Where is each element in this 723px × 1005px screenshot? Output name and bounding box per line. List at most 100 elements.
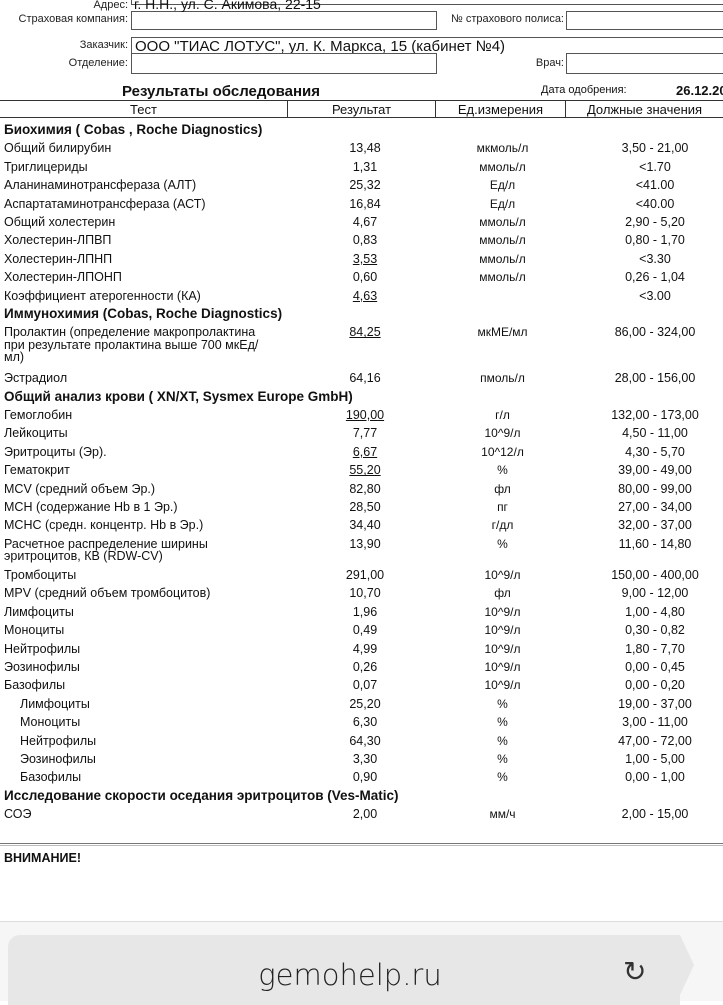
test-result: 291,00 bbox=[345, 568, 385, 583]
test-name: Эозинофилы bbox=[4, 660, 80, 675]
reference-range: 11,60 - 14,80 bbox=[618, 536, 692, 551]
test-unit: 10^9/л bbox=[484, 623, 521, 638]
test-name: Гематокрит bbox=[4, 463, 70, 478]
table-row: MPV (средний объем тромбоцитов) 10,70 фл 9,… bbox=[0, 584, 723, 602]
warning-heading: ВНИМАНИЕ! bbox=[4, 851, 81, 865]
customer-label: Заказчик: bbox=[79, 39, 128, 51]
reference-range: 28,00 - 156,00 bbox=[614, 371, 696, 386]
table-row: Холестерин-ЛПНП 3,53 ммоль/л <3.30 bbox=[0, 250, 723, 268]
table-row: Холестерин-ЛПВП 0,83 ммоль/л 0,80 - 1,70 bbox=[0, 231, 723, 249]
table-row: Моноциты 6,30% 3,00 - 11,00 bbox=[0, 713, 723, 731]
test-result: 13,48 bbox=[349, 141, 381, 156]
test-unit: % bbox=[497, 751, 508, 766]
test-name: Моноциты bbox=[4, 623, 65, 638]
test-unit: % bbox=[497, 536, 508, 551]
table-row: MCV (средний объем Эр.) 82,80 фл 80,00 - 99… bbox=[0, 480, 723, 498]
policy-field bbox=[566, 11, 723, 30]
table-row: Лейкоциты 7,77 10^9/л 4,50 - 11,00 bbox=[0, 424, 723, 442]
reference-range: <40.00 bbox=[635, 196, 675, 211]
reference-range: <1.70 bbox=[639, 159, 671, 174]
test-unit: ммоль/л bbox=[479, 270, 526, 285]
test-result: 0,07 bbox=[352, 678, 378, 693]
insurance-company-field bbox=[131, 11, 437, 30]
test-unit: % bbox=[497, 696, 508, 711]
test-unit: г/л bbox=[495, 408, 510, 423]
table-header: Тест Результат Ед.измерения Должные знач… bbox=[0, 100, 723, 118]
test-unit: 10^12/л bbox=[481, 444, 524, 459]
test-unit: ммоль/л bbox=[479, 214, 526, 229]
test-name: Нейтрофилы bbox=[20, 733, 97, 748]
table-row: MCH (содержание Hb в 1 Эр.) 28,50 пг 27,00 … bbox=[0, 498, 723, 516]
test-name: Коэффициент атерогенности (КА) bbox=[4, 288, 201, 303]
address-bar[interactable] bbox=[8, 935, 680, 1005]
test-name: Эозинофилы bbox=[20, 751, 96, 766]
test-unit: мкмоль/л bbox=[476, 141, 529, 156]
approval-date: 26.12.20 bbox=[676, 83, 723, 98]
reference-range: 0,80 - 1,70 bbox=[625, 233, 685, 248]
table-row: Нейтрофилы 64,30% 47,00 - 72,00 bbox=[0, 732, 723, 750]
reference-range: 0,00 - 0,45 bbox=[625, 660, 685, 675]
reload-icon[interactable]: ↻ bbox=[623, 956, 647, 987]
test-result: 34,40 bbox=[349, 518, 381, 533]
reference-range: 27,00 - 34,00 bbox=[618, 500, 692, 515]
section-header: Биохимия ( Cobas , Roche Diagnostics) bbox=[0, 121, 723, 139]
test-name: Общий билирубин bbox=[4, 141, 112, 156]
page-title: Результаты обследования bbox=[122, 83, 320, 100]
table-row: Лимфоциты 1,96 10^9/л 1,00 - 4,80 bbox=[0, 603, 723, 621]
reference-range: 4,50 - 11,00 bbox=[622, 426, 688, 441]
test-name: СОЭ bbox=[4, 807, 32, 822]
test-name: MCHC (средн. концентр. Hb в Эр.) bbox=[4, 518, 204, 533]
customer-value: ООО "ТИАС ЛОТУС", ул. К. Маркса, 15 (каб… bbox=[135, 38, 506, 55]
test-name: Эритроциты (Эр). bbox=[4, 444, 107, 459]
test-result: 0,90 bbox=[352, 770, 378, 785]
reference-range: 47,00 - 72,00 bbox=[618, 733, 692, 748]
test-name: Лимфоциты bbox=[4, 604, 74, 619]
test-name: Аспартатаминотрансфераза (АСТ) bbox=[4, 196, 206, 211]
test-name: Холестерин-ЛПВП bbox=[4, 233, 112, 248]
table-row: Триглицериды 1,31 ммоль/л <1.70 bbox=[0, 158, 723, 176]
reference-range: 2,00 - 15,00 bbox=[621, 807, 689, 822]
column-header-unit: Ед.измерения bbox=[436, 101, 566, 117]
table-row: Пролактин (определение макропролактина п… bbox=[0, 323, 723, 369]
reference-range: 32,00 - 37,00 bbox=[618, 518, 692, 533]
address-value: г. Н.Н., ул. С. Акимова, 22-15 bbox=[134, 0, 321, 12]
table-row: Тромбоциты 291,00 10^9/л 150,00 - 400,00 bbox=[0, 566, 723, 584]
table-row: Холестерин-ЛПОНП 0,60 ммоль/л 0,26 - 1,04 bbox=[0, 268, 723, 286]
test-result: 6,30 bbox=[352, 715, 378, 730]
test-unit: 10^9/л bbox=[484, 568, 521, 583]
test-unit: 10^9/л bbox=[484, 678, 521, 693]
test-result: 1,31 bbox=[352, 159, 378, 174]
reference-range: 150,00 - 400,00 bbox=[611, 568, 699, 583]
test-name: Общий холестерин bbox=[4, 214, 116, 229]
test-name: Моноциты bbox=[20, 715, 81, 730]
test-result: 190,00 bbox=[345, 408, 385, 423]
test-result: 7,77 bbox=[352, 426, 378, 441]
test-unit: % bbox=[497, 463, 508, 478]
url-text[interactable]: gemohelp.ru bbox=[258, 958, 442, 992]
test-result: 64,30 bbox=[349, 733, 381, 748]
table-row: Гематокрит 55,20% 39,00 - 49,00 bbox=[0, 461, 723, 479]
customer-field: ООО "ТИАС ЛОТУС", ул. К. Маркса, 15 (каб… bbox=[131, 37, 723, 55]
doctor-field bbox=[566, 53, 723, 74]
table-row: Базофилы 0,90% 0,00 - 1,00 bbox=[0, 768, 723, 786]
test-unit: 10^9/л bbox=[484, 604, 521, 619]
reference-range: 3,00 - 11,00 bbox=[622, 715, 688, 730]
test-unit: 10^9/л bbox=[484, 426, 521, 441]
test-result: 84,25 bbox=[349, 325, 381, 340]
test-name: Нейтрофилы bbox=[4, 641, 81, 656]
test-unit: Ед/л bbox=[489, 178, 516, 193]
test-name: Тромбоциты bbox=[4, 568, 77, 583]
test-result: 4,67 bbox=[352, 214, 378, 229]
test-result: 6,67 bbox=[352, 444, 378, 459]
test-result: 25,20 bbox=[349, 696, 381, 711]
address-field bbox=[131, 0, 723, 5]
test-unit: % bbox=[497, 770, 508, 785]
reference-range: 0,00 - 1,00 bbox=[625, 770, 685, 785]
test-result: 4,99 bbox=[352, 641, 378, 656]
table-row: MCHC (средн. концентр. Hb в Эр.) 34,40 г/д… bbox=[0, 516, 723, 534]
table-row: Расчетное распределение ширины эритроцит… bbox=[0, 535, 723, 566]
section-header: Общий анализ крови ( XN/XT, Sysmex Europ… bbox=[0, 388, 723, 406]
table-row: Общий холестерин 4,67 ммоль/л 2,90 - 5,20 bbox=[0, 213, 723, 231]
insurance-company-label: Страховая компания: bbox=[18, 13, 128, 25]
reference-range: 0,00 - 0,20 bbox=[625, 678, 685, 693]
